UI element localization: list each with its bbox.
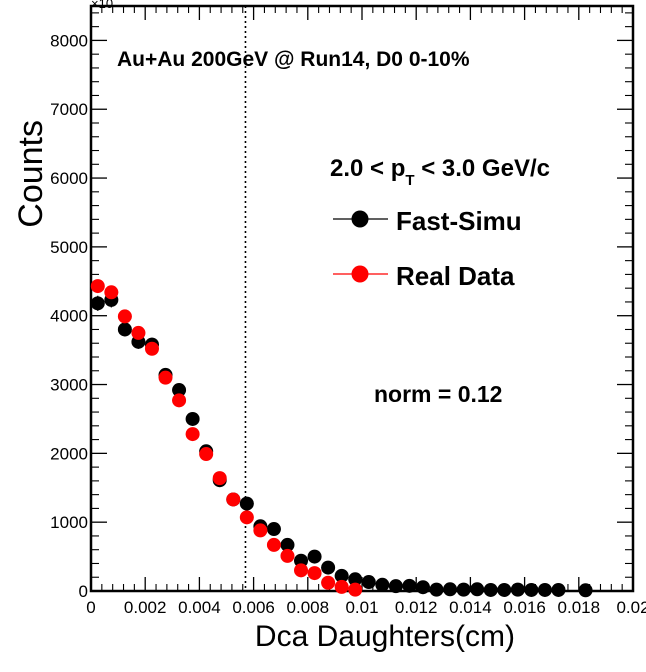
point-real-data — [90, 279, 105, 294]
point-real-data — [117, 309, 132, 324]
point-real-data — [226, 492, 241, 507]
point-fast-simu — [578, 583, 593, 598]
point-fast-simu — [266, 522, 281, 537]
point-real-data — [199, 447, 214, 462]
point-real-data — [172, 393, 187, 408]
point-fast-simu — [524, 582, 539, 597]
point-fast-simu — [294, 553, 309, 568]
y-tick-label-6: 6000 — [50, 169, 88, 188]
x-tick-label-8: 0.016 — [503, 598, 546, 617]
x-tick-label-1: 0.002 — [124, 598, 167, 617]
x-axis-label: Dca Daughters(cm) — [255, 620, 515, 653]
point-fast-simu — [551, 582, 566, 597]
point-fast-simu — [429, 582, 444, 597]
y-tick-label-5: 5000 — [50, 238, 88, 257]
y-tick-label-1: 1000 — [50, 513, 88, 532]
point-fast-simu — [90, 296, 105, 311]
point-fast-simu — [334, 568, 349, 583]
y-tick-label-0: 0 — [79, 582, 88, 601]
x-tick-label-2: 0.004 — [178, 598, 221, 617]
point-real-data — [185, 427, 200, 442]
point-fast-simu — [239, 496, 254, 511]
point-fast-simu — [470, 582, 485, 597]
point-real-data — [321, 575, 336, 590]
point-fast-simu — [185, 411, 200, 426]
point-fast-simu — [361, 575, 376, 590]
y-tick-label-2: 2000 — [50, 444, 88, 463]
y-tick-label-3: 3000 — [50, 376, 88, 395]
point-real-data — [253, 523, 268, 538]
collision-annotation: Au+Au 200GeV @ Run14, D0 0-10% — [117, 48, 470, 71]
point-fast-simu — [483, 582, 498, 597]
point-fast-simu — [537, 582, 552, 597]
point-fast-simu — [321, 560, 336, 575]
point-real-data — [348, 582, 363, 597]
point-fast-simu — [497, 582, 512, 597]
pt-range-annotation: 2.0 < pT < 3.0 GeV/c — [330, 155, 550, 189]
point-fast-simu — [375, 577, 390, 592]
point-fast-simu — [307, 549, 322, 564]
point-fast-simu — [348, 572, 363, 587]
point-fast-simu — [415, 580, 430, 595]
legend: Fast-Simu Real Data — [333, 206, 522, 291]
point-fast-simu — [510, 582, 525, 597]
legend-label-real-data: Real Data — [396, 261, 515, 291]
x-tick-label-4: 0.008 — [287, 598, 330, 617]
point-fast-simu — [172, 383, 187, 398]
axes: 0 0.002 0.004 0.006 0.008 0.01 0.012 0.014 0.016… — [50, 6, 646, 617]
legend-label-fast-simu: Fast-Simu — [396, 206, 522, 236]
point-fast-simu — [443, 582, 458, 597]
y-tick-label-4: 4000 — [50, 307, 88, 326]
point-real-data — [212, 471, 227, 486]
norm-annotation: norm = 0.12 — [374, 381, 502, 407]
point-real-data — [294, 563, 309, 578]
y-axis-label: Counts — [12, 120, 50, 228]
point-real-data — [131, 325, 146, 340]
y-tick-label-7: 7000 — [50, 100, 88, 119]
y-tick-label-8: 8000 — [50, 31, 88, 50]
point-fast-simu — [117, 322, 132, 337]
x-tick-label-6: 0.012 — [395, 598, 438, 617]
pt-range-prefix: 2.0 < p — [330, 155, 405, 182]
x-tick-label-3: 0.006 — [232, 598, 275, 617]
point-fast-simu — [402, 578, 417, 593]
point-real-data — [104, 285, 119, 300]
y-exponent-label: ×10 — [91, 0, 113, 11]
x-tick-label-5: 0.01 — [345, 598, 378, 617]
point-real-data — [266, 537, 281, 552]
pt-range-subscript: T — [405, 172, 414, 189]
point-real-data — [144, 341, 159, 356]
x-tick-label-7: 0.014 — [449, 598, 492, 617]
x-tick-label-10: 0.02 — [616, 598, 646, 617]
x-tick-label-0: 0 — [86, 598, 95, 617]
series-real-data — [90, 279, 363, 597]
point-real-data — [307, 566, 322, 581]
x-tick-label-9: 0.018 — [558, 598, 601, 617]
point-real-data — [280, 548, 295, 563]
point-real-data — [334, 579, 349, 594]
point-fast-simu — [388, 579, 403, 594]
point-real-data — [239, 510, 254, 525]
pt-range-suffix: < 3.0 GeV/c — [415, 155, 550, 182]
point-fast-simu — [280, 537, 295, 552]
legend-marker-real-data — [351, 265, 369, 283]
point-fast-simu — [456, 582, 471, 597]
data-points — [90, 279, 593, 598]
legend-marker-fast-simu — [351, 210, 369, 228]
point-real-data — [158, 370, 173, 385]
